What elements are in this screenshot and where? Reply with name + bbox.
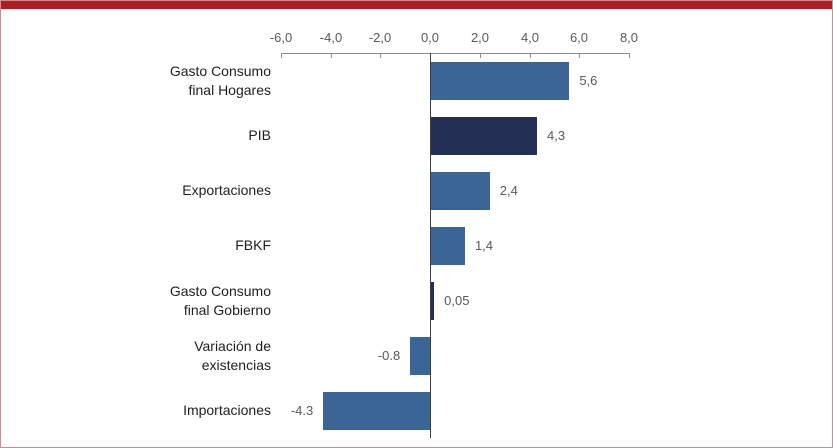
bar-importaciones (323, 391, 431, 430)
x-tick-mark (530, 53, 531, 58)
x-tick-mark (380, 53, 381, 58)
x-tick-label: 8,0 (619, 30, 639, 45)
bar-gasto-consumo-final-gobierno (430, 281, 435, 320)
value-label: 4,3 (547, 127, 566, 143)
bar-fbkf (430, 226, 465, 265)
category-label: Gasto Consumo final Hogares (169, 62, 271, 98)
bar-variaci-n-de-existencias (410, 336, 431, 375)
category-label: PIB (248, 127, 271, 143)
category-label: FBKF (235, 237, 271, 253)
x-tick-label: 2,0 (470, 30, 490, 45)
category-label: Gasto Consumo final Gobierno (169, 282, 271, 318)
value-label: 0,05 (444, 292, 470, 308)
value-label: 2,4 (499, 182, 518, 198)
value-label: 5,6 (579, 72, 598, 88)
x-tick-label: -4,0 (319, 30, 343, 45)
bar-gasto-consumo-final-hogares (430, 61, 570, 100)
x-tick-label: 0,0 (420, 30, 440, 45)
bar-exportaciones (430, 171, 490, 210)
x-tick-mark (331, 53, 332, 58)
x-tick-label: 4,0 (520, 30, 540, 45)
top-accent-bar (1, 1, 832, 9)
value-label: -4.3 (290, 402, 314, 418)
x-axis-line (281, 53, 630, 54)
x-tick-mark (579, 53, 580, 58)
x-tick-mark (281, 53, 282, 58)
x-tick-label: -6,0 (269, 30, 293, 45)
x-tick-mark (629, 53, 630, 58)
bar-pib (430, 116, 538, 155)
x-tick-label: -2,0 (368, 30, 392, 45)
zero-axis-line (430, 53, 431, 438)
value-label: -0.8 (377, 347, 401, 363)
x-tick-label: 6,0 (569, 30, 589, 45)
category-label: Exportaciones (182, 182, 271, 198)
x-tick-mark (480, 53, 481, 58)
value-label: 1,4 (474, 237, 494, 253)
category-label: Variación de existencias (194, 337, 271, 373)
category-label: Importaciones (183, 402, 271, 418)
